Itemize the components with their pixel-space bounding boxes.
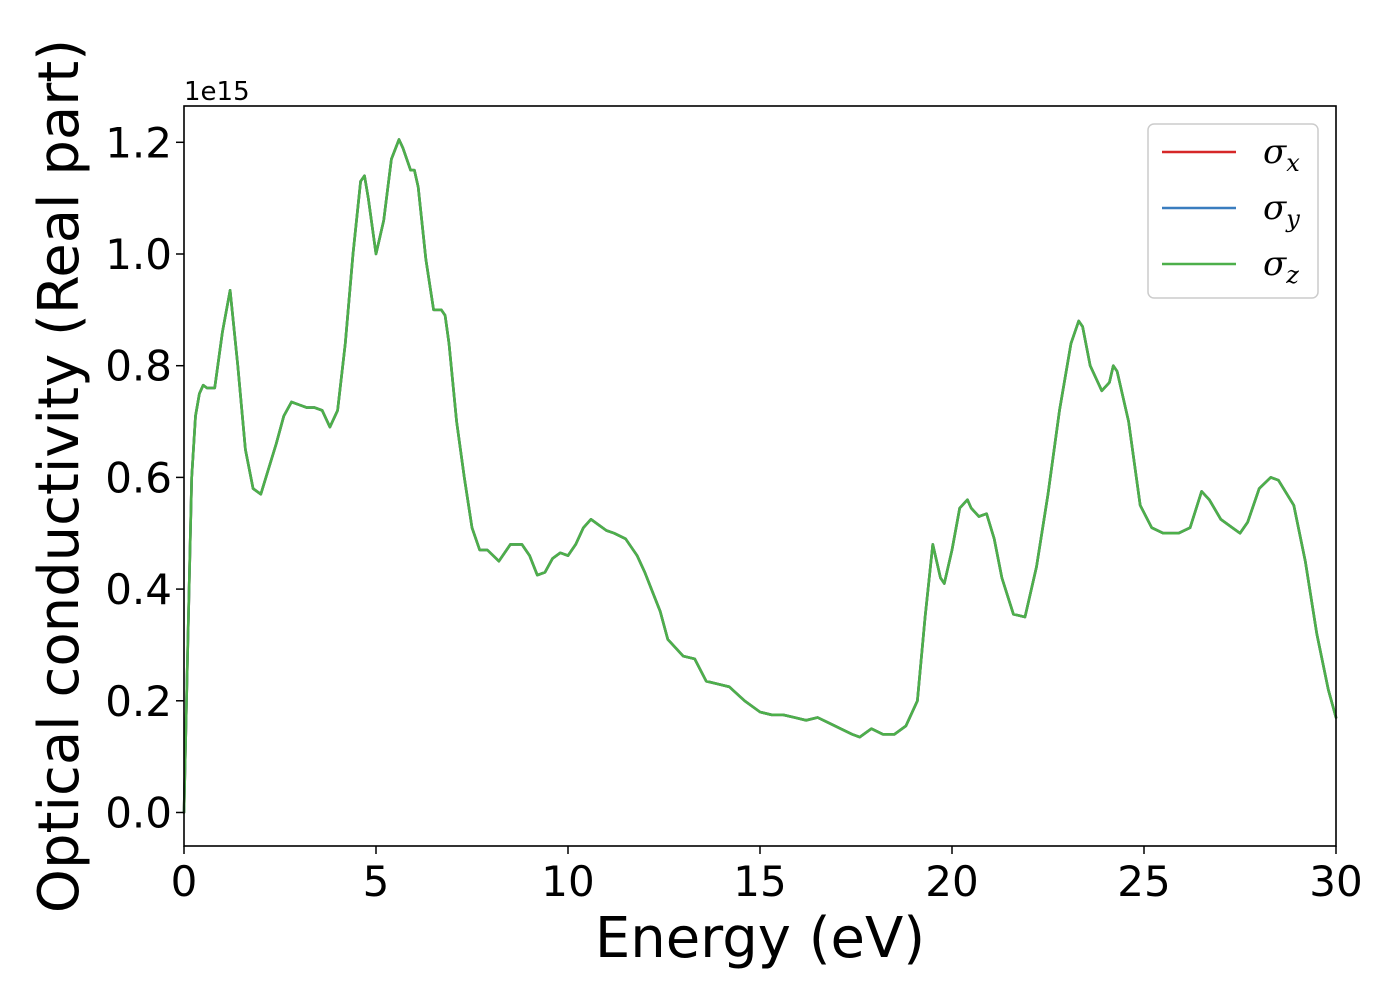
series-line-z <box>182 138 1338 814</box>
y-axis-ticks: 0.0 0.2 0.4 0.6 0.8 1.0 1.2 <box>105 118 184 837</box>
legend-label-y: σy <box>1263 188 1300 233</box>
x-tick-label: 25 <box>1117 857 1170 906</box>
x-tick-label: 15 <box>733 857 786 906</box>
legend-box <box>1147 123 1319 299</box>
x-tick-label: 20 <box>925 857 978 906</box>
legend-items: σx σy σz <box>1162 132 1300 289</box>
x-tick-label: 5 <box>363 857 390 906</box>
x-tick-label: 30 <box>1309 857 1362 906</box>
x-axis-title: Energy (eV) <box>595 906 925 971</box>
legend-label-z: σz <box>1263 244 1299 289</box>
y-tick-label: 0.2 <box>105 677 172 726</box>
x-tick-label: 10 <box>541 857 594 906</box>
y-axis-title: Optical conductivity (Real part) <box>27 39 92 913</box>
y-tick-label: 0.4 <box>105 565 172 614</box>
y-tick-label: 1.0 <box>105 230 172 279</box>
x-tick-label: 0 <box>171 857 198 906</box>
series-lines <box>182 138 1338 814</box>
x-axis-ticks: 0 5 10 15 20 25 30 <box>171 846 1363 906</box>
y-tick-label: 1.2 <box>105 118 172 167</box>
y-tick-label: 0.6 <box>105 453 172 502</box>
y-tick-label: 0.8 <box>105 342 172 391</box>
y-tick-label: 0.0 <box>105 788 172 837</box>
legend-label-x: σx <box>1263 132 1300 177</box>
legend: σx σy σz <box>1147 123 1319 299</box>
y-axis-offset-label: 1e15 <box>184 77 250 107</box>
